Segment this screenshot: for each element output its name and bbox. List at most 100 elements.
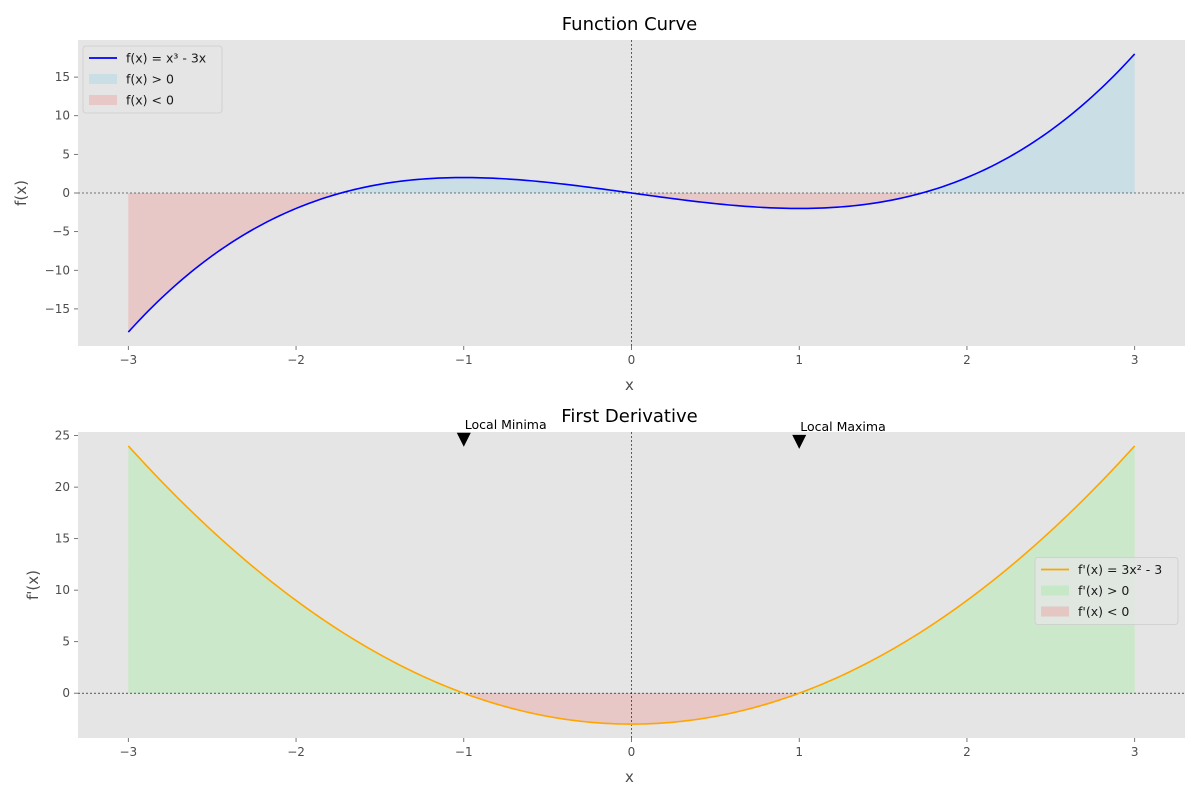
- y-tick-label: 10: [55, 109, 70, 123]
- y-tick-label: 5: [62, 147, 70, 161]
- x-tick-label: 1: [795, 745, 803, 759]
- data-point: [211, 530, 213, 532]
- x-tick-label: 2: [963, 353, 971, 367]
- data-point: [1050, 129, 1052, 131]
- data-point: [546, 715, 548, 717]
- data-point: [882, 653, 884, 655]
- x-tick-label: −2: [287, 353, 305, 367]
- y-tick-label: 10: [55, 583, 70, 597]
- data-point: [379, 653, 381, 655]
- legend-patch-swatch: [1041, 585, 1069, 596]
- legend-box: [82, 45, 223, 114]
- data-point: [463, 692, 465, 694]
- x-axis-label: x: [625, 376, 634, 394]
- data-point: [1092, 489, 1094, 491]
- fill-negative-region: [128, 193, 1135, 333]
- data-point: [882, 201, 884, 203]
- data-point: [1008, 566, 1010, 568]
- data-point: [337, 193, 339, 195]
- data-point: [1092, 95, 1094, 97]
- legend-box: [1034, 557, 1179, 625]
- x-tick-label: −1: [455, 745, 473, 759]
- legend: f'(x) = 3x² - 3 f'(x) > 0 f'(x) < 0: [1034, 557, 1179, 625]
- subplot-2: −3 −2 −1 0 1 2 3 0 5 10 15 20 25 First Derivative x f'(…: [24, 406, 1185, 786]
- legend-patch-swatch: [89, 95, 117, 105]
- y-tick-label: 5: [62, 635, 70, 649]
- x-tick-label: 0: [628, 353, 636, 367]
- legend-label: f(x) = x³ - 3x: [126, 51, 206, 66]
- data-point: [169, 289, 171, 291]
- series-line: [127, 53, 1136, 333]
- legend-patch-swatch: [1041, 606, 1069, 617]
- x-tick-label: 0: [628, 745, 636, 759]
- data-point: [169, 489, 171, 491]
- data-point: [588, 721, 590, 723]
- data-point: [798, 692, 800, 694]
- x-tick-label: −2: [287, 745, 305, 759]
- data-point: [924, 628, 926, 630]
- y-tick-label: 0: [62, 686, 70, 700]
- annotation-arrow: [792, 434, 807, 449]
- data-point: [630, 192, 632, 194]
- data-point: [1133, 445, 1135, 447]
- data-point: [379, 183, 381, 185]
- fill-positive-region: [128, 445, 1135, 694]
- fill-positive-region: [128, 53, 1135, 193]
- data-point: [127, 331, 129, 333]
- data-point: [588, 186, 590, 188]
- x-tick-label: 1: [795, 353, 803, 367]
- y-tick-label: −15: [45, 302, 70, 316]
- legend: f(x) = x³ - 3x f(x) > 0 f(x) < 0: [82, 45, 223, 114]
- x-tick-label: −1: [455, 353, 473, 367]
- data-point: [1050, 530, 1052, 532]
- y-tick-label: 0: [62, 186, 70, 200]
- legend-label: f(x) > 0: [126, 72, 174, 87]
- x-axis-label: x: [625, 768, 634, 786]
- series-line: [127, 445, 1136, 725]
- data-point: [253, 228, 255, 230]
- data-point: [253, 566, 255, 568]
- legend-patch-swatch: [89, 74, 117, 84]
- data-point: [714, 715, 716, 717]
- x-tick-label: 3: [1131, 745, 1139, 759]
- data-point: [463, 176, 465, 178]
- data-point: [630, 723, 632, 725]
- data-point: [1008, 156, 1010, 158]
- data-point: [756, 705, 758, 707]
- annotation-arrow: [456, 432, 471, 447]
- data-point: [756, 206, 758, 208]
- data-point: [840, 206, 842, 208]
- data-point: [840, 675, 842, 677]
- x-tick-label: 3: [1131, 353, 1139, 367]
- y-tick-label: 15: [55, 70, 70, 84]
- data-point: [505, 705, 507, 707]
- annotation-label: Local Minima: [465, 417, 547, 432]
- data-point: [924, 191, 926, 193]
- chart-title: First Derivative: [561, 406, 697, 427]
- data-point: [421, 178, 423, 180]
- data-point: [1133, 53, 1135, 55]
- y-tick-label: 25: [55, 429, 70, 443]
- y-tick-label: −5: [52, 225, 70, 239]
- data-point: [966, 176, 968, 178]
- data-point: [127, 445, 129, 447]
- annotation-label: Local Maxima: [800, 419, 886, 434]
- y-axis-label: f'(x): [24, 570, 42, 600]
- y-tick-label: −10: [45, 263, 70, 277]
- data-point: [966, 599, 968, 601]
- data-point: [672, 721, 674, 723]
- data-point: [337, 628, 339, 630]
- chart-title: Function Curve: [562, 14, 697, 35]
- legend-label: f'(x) = 3x² - 3: [1078, 562, 1162, 577]
- data-point: [505, 178, 507, 180]
- data-point: [421, 675, 423, 677]
- x-tick-label: −3: [119, 353, 137, 367]
- legend-label: f'(x) > 0: [1078, 583, 1129, 598]
- x-tick-label: 2: [963, 745, 971, 759]
- legend-label: f(x) < 0: [126, 93, 174, 108]
- legend-label: f'(x) < 0: [1078, 604, 1129, 619]
- data-point: [672, 197, 674, 199]
- y-tick-label: 15: [55, 532, 70, 546]
- data-point: [546, 181, 548, 183]
